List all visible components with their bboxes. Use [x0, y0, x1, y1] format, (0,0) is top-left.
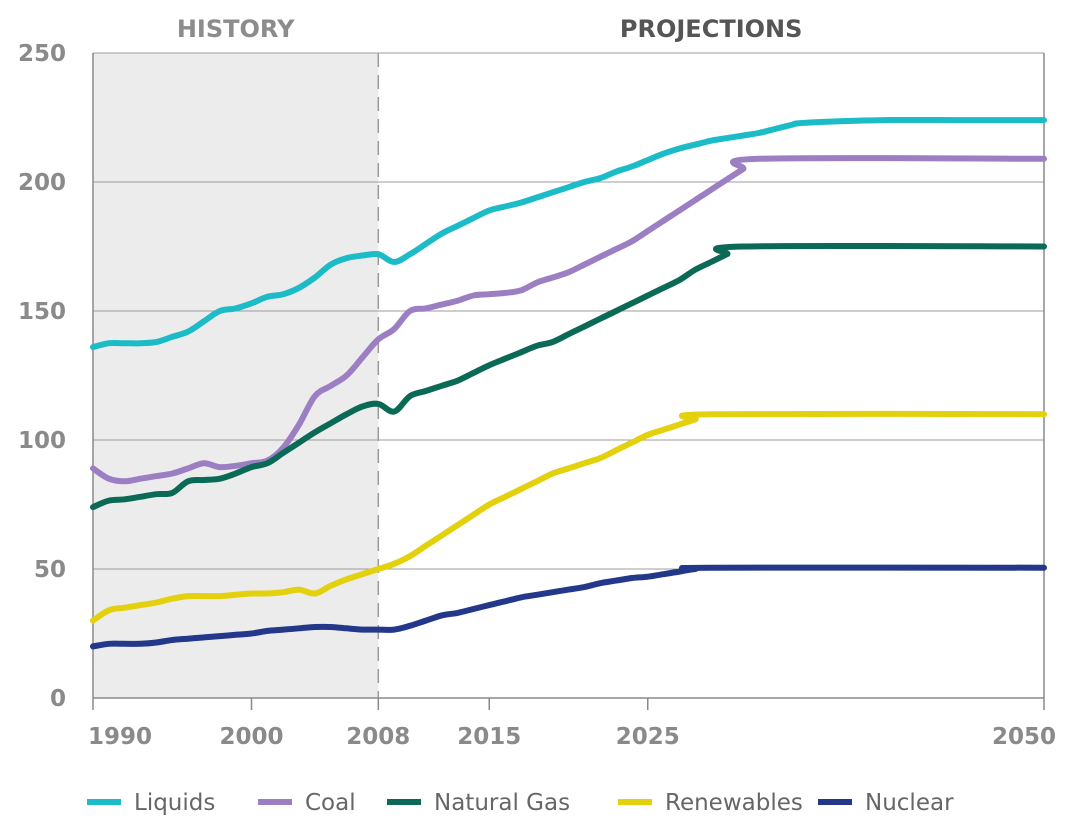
legend-label-renewables: Renewables [665, 790, 803, 816]
y-tick-label-0: 0 [50, 686, 66, 712]
series-line-nuclear [90, 564, 1047, 650]
x-tick-label-2008: 2008 [346, 724, 410, 750]
series-line-coal [90, 155, 1047, 485]
x-tick-label-2000: 2000 [219, 724, 283, 750]
legend-label-liquids: Liquids [134, 790, 215, 816]
legend-label-nuclear: Nuclear [865, 790, 954, 816]
series-line-renewables [90, 410, 1047, 624]
y-tick-label-50: 50 [34, 557, 66, 583]
legend: Liquids Coal Natural Gas Renewables Nuclear [87, 790, 954, 816]
x-tick-label-2025: 2025 [616, 724, 680, 750]
series-line-liquids [90, 116, 1047, 351]
projections-label: PROJECTIONS [620, 15, 802, 43]
y-axis-ticks: 0 50 100 150 200 250 [18, 41, 66, 712]
y-tick-label-200: 200 [18, 170, 66, 196]
y-tick-label-100: 100 [18, 428, 66, 454]
series-line-natural-gas [90, 242, 1047, 511]
y-tick-label-150: 150 [18, 299, 66, 325]
legend-label-natural-gas: Natural Gas [434, 790, 570, 816]
history-shaded-region [93, 53, 379, 698]
y-tick-label-250: 250 [18, 41, 66, 67]
x-tick-label-2050: 2050 [992, 724, 1056, 750]
series-lines [90, 116, 1047, 650]
history-label: HISTORY [177, 15, 295, 43]
x-tick-label-2015: 2015 [457, 724, 521, 750]
legend-label-coal: Coal [305, 790, 356, 816]
x-axis-ticks: 1990 2000 2008 2015 2025 2050 [88, 698, 1056, 750]
x-tick-label-1990: 1990 [88, 724, 152, 750]
